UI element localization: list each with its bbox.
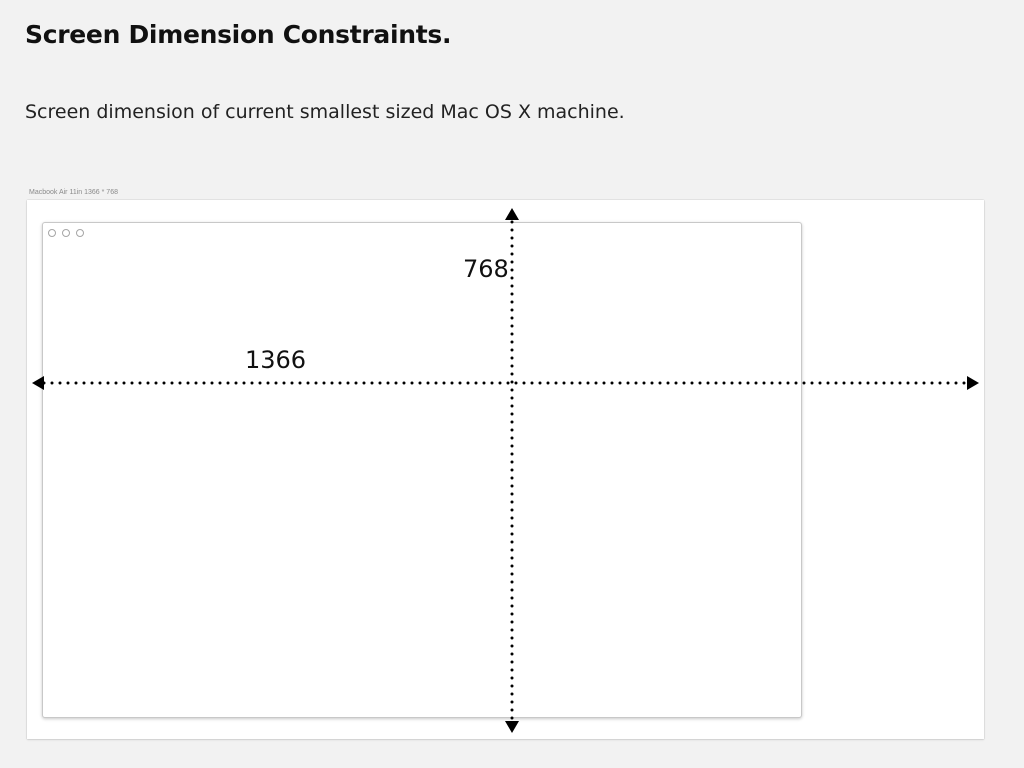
height-arrow-up-icon: [505, 208, 519, 220]
window-minimize-icon[interactable]: [62, 229, 70, 237]
artboard-label[interactable]: Macbook Air 11in 1366 * 768: [29, 189, 118, 196]
width-arrow-left-icon: [32, 376, 44, 390]
page-subtitle: Screen dimension of current smallest siz…: [25, 101, 625, 123]
window-zoom-icon[interactable]: [76, 229, 84, 237]
width-arrow-right-icon: [967, 376, 979, 390]
height-arrow-down-icon: [505, 721, 519, 733]
page-title: Screen Dimension Constraints.: [25, 20, 452, 49]
width-dimension-label: 1366: [245, 346, 307, 374]
window-close-icon[interactable]: [48, 229, 56, 237]
height-dimension-label: 768: [463, 255, 509, 283]
app-window-frame: [42, 222, 802, 718]
